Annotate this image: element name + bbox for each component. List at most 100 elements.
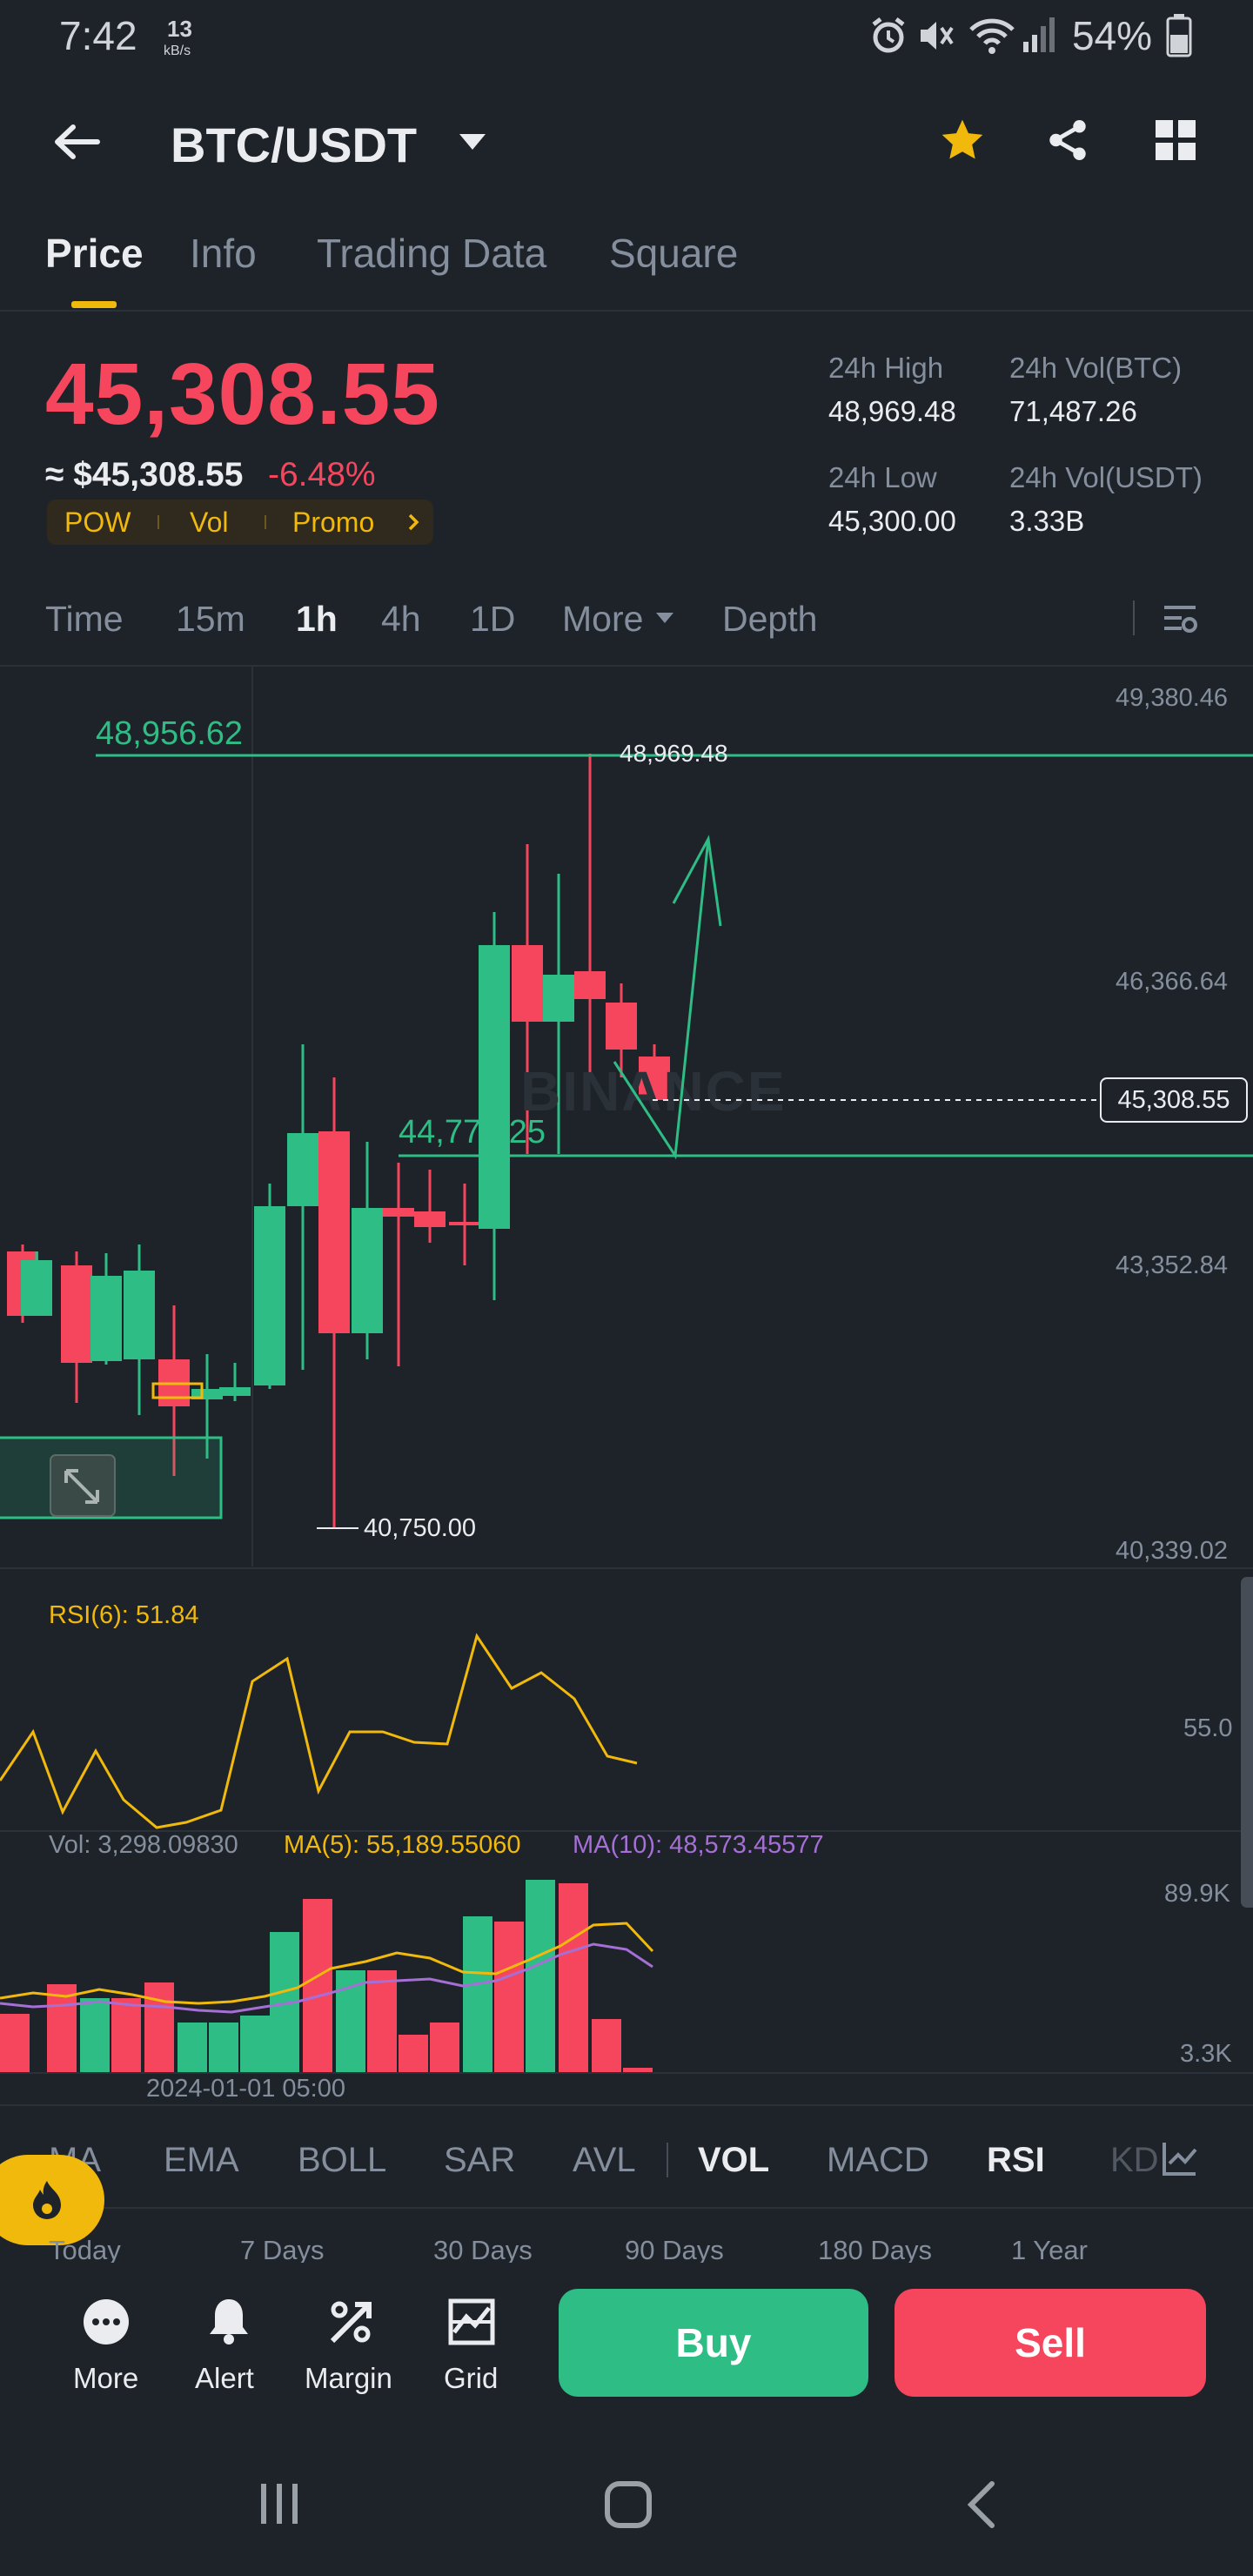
vol-usdt-value: 3.33B <box>1009 505 1085 537</box>
tab-price-underline <box>71 301 117 308</box>
margin-icon[interactable] <box>327 2298 374 2346</box>
alarm-icon <box>872 17 905 53</box>
ind-macd[interactable]: MACD <box>827 2141 929 2179</box>
volume-bar <box>559 1883 588 2073</box>
period-90d[interactable]: 90 Days <box>625 2235 724 2265</box>
period-7d[interactable]: 7 Days <box>240 2235 325 2265</box>
candle-body <box>318 1131 350 1333</box>
candle-body <box>219 1387 251 1396</box>
tab-square[interactable]: Square <box>609 231 739 276</box>
more-label[interactable]: More <box>73 2362 139 2394</box>
resistance-label: 48,956.62 <box>96 715 244 752</box>
margin-label[interactable]: Margin <box>305 2362 392 2394</box>
indicator-divider <box>0 2207 1253 2209</box>
arrowhead <box>672 835 722 927</box>
bell-icon[interactable] <box>205 2296 252 2346</box>
rsi-line <box>0 1633 638 1829</box>
volume-bar <box>623 2068 653 2073</box>
volume-bar <box>178 2023 207 2073</box>
more-icon[interactable] <box>82 2298 131 2346</box>
period-30d[interactable]: 30 Days <box>433 2235 533 2265</box>
tf-1h[interactable]: 1h <box>296 599 338 639</box>
more-dropdown-icon[interactable] <box>654 611 675 625</box>
tf-1d[interactable]: 1D <box>470 599 516 639</box>
vol-label: Vol: 3,298.09830 <box>49 1831 238 1859</box>
indicator-settings-icon[interactable] <box>1161 2139 1199 2177</box>
tabs-divider <box>0 310 1253 312</box>
ind-sar[interactable]: SAR <box>444 2141 516 2179</box>
volume-bar <box>111 1998 141 2073</box>
pair-title[interactable]: BTC/USDT <box>171 117 418 172</box>
fire-icon <box>33 2181 61 2219</box>
share-icon[interactable] <box>1044 117 1091 164</box>
volume-bar <box>526 1880 555 2073</box>
vol-btc-label: 24h Vol(BTC) <box>1009 352 1183 384</box>
tab-trading-data[interactable]: Trading Data <box>317 231 547 276</box>
volume-bar <box>303 1899 332 2073</box>
tf-more[interactable]: More <box>562 599 644 639</box>
ind-boll[interactable]: BOLL <box>298 2141 387 2179</box>
y-tick-1: 49,380.46 <box>1116 684 1229 712</box>
candle-body <box>414 1211 446 1227</box>
tab-info[interactable]: Info <box>190 231 257 276</box>
candlestick-chart[interactable]: BINANCE <box>0 667 1253 1572</box>
ind-avl[interactable]: AVL <box>573 2141 636 2179</box>
badge-row <box>47 500 433 545</box>
chart-settings-icon[interactable] <box>1161 600 1199 639</box>
period-today[interactable]: Today <box>49 2235 121 2265</box>
grid-trade-icon[interactable] <box>447 2298 496 2346</box>
status-time: 7:42 <box>59 13 137 58</box>
ma10-line <box>0 1942 653 2014</box>
chevron-right-icon[interactable] <box>405 512 421 533</box>
scroll-handle[interactable] <box>1241 1577 1253 1908</box>
buy-button[interactable]: Buy <box>559 2289 868 2397</box>
period-180d[interactable]: 180 Days <box>818 2235 932 2265</box>
favorite-star-icon[interactable] <box>938 116 987 164</box>
candle-body <box>90 1276 122 1361</box>
badge-pow[interactable]: POW <box>64 506 131 538</box>
grid-menu-icon[interactable] <box>1154 118 1197 162</box>
volume-bar <box>240 2016 270 2073</box>
tf-depth[interactable]: Depth <box>722 599 818 639</box>
candle-body <box>254 1206 285 1385</box>
signal-icon <box>1023 17 1055 52</box>
pair-dropdown-icon[interactable] <box>458 132 487 151</box>
approx-price: ≈ $45,308.55 <box>45 456 244 493</box>
badge-vol[interactable]: Vol <box>190 506 229 538</box>
support-label: 44,778.25 <box>399 1114 546 1150</box>
home-icon[interactable] <box>604 2480 653 2529</box>
ma5-label: MA(5): 55,189.55060 <box>284 1831 521 1859</box>
ind-vol[interactable]: VOL <box>698 2141 770 2179</box>
badge-promo[interactable]: Promo <box>292 506 375 538</box>
volume-bar <box>592 2019 621 2073</box>
tab-price[interactable]: Price <box>45 231 144 276</box>
watermark: BINANCE <box>520 1060 787 1123</box>
volume-bar <box>47 1984 77 2073</box>
back-arrow-icon[interactable] <box>52 122 101 162</box>
projection-arrow <box>613 838 710 1160</box>
timeframe-divider <box>0 665 1253 667</box>
volume-bar <box>209 2023 238 2073</box>
y-tick-4: 40,339.02 <box>1116 1537 1229 1565</box>
price-change: -6.48% <box>268 456 376 493</box>
volume-chart <box>0 1880 1253 2074</box>
alert-label[interactable]: Alert <box>195 2362 254 2394</box>
sell-button[interactable]: Sell <box>895 2289 1206 2397</box>
ind-ema[interactable]: EMA <box>164 2141 239 2179</box>
ind-kd[interactable]: KD <box>1110 2141 1159 2179</box>
low-label: 24h Low <box>828 461 937 493</box>
ind-rsi[interactable]: RSI <box>987 2141 1045 2179</box>
tf-15m[interactable]: 15m <box>176 599 245 639</box>
status-net-speed: 13 <box>167 16 192 42</box>
candle-body <box>606 1003 637 1050</box>
vol-tick-1: 89.9K <box>1164 1880 1230 1908</box>
period-1y[interactable]: 1 Year <box>1011 2235 1088 2265</box>
tf-time[interactable]: Time <box>45 599 124 639</box>
nav-bar <box>0 2419 1253 2576</box>
candle-body <box>352 1208 383 1333</box>
grid-label[interactable]: Grid <box>444 2362 499 2394</box>
back-nav-icon[interactable] <box>964 2480 999 2529</box>
vol-tick-2: 3.3K <box>1180 2040 1232 2068</box>
tf-4h[interactable]: 4h <box>381 599 421 639</box>
recents-icon[interactable] <box>258 2482 303 2526</box>
